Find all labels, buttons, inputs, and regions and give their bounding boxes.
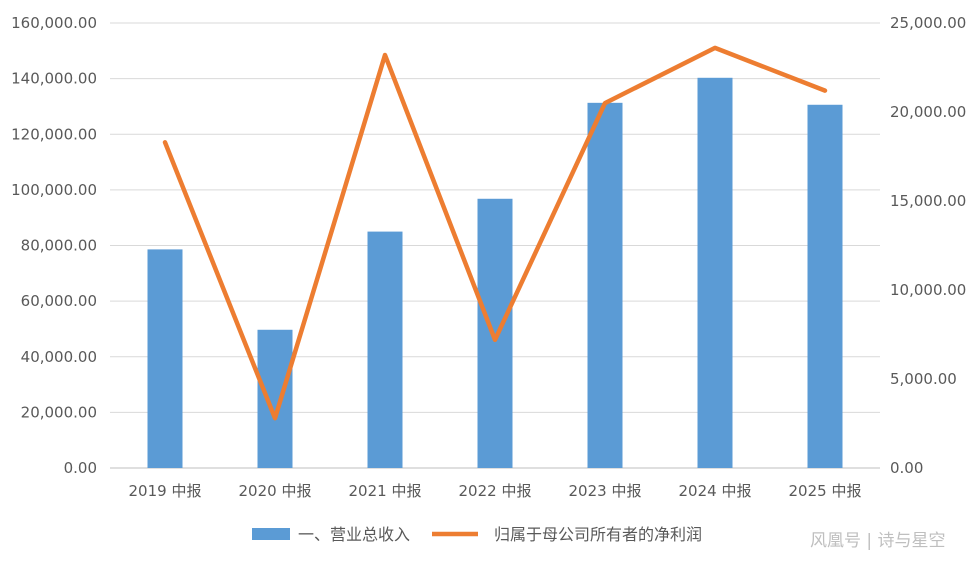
category-label: 2021 中报	[349, 482, 422, 500]
bar	[148, 249, 183, 468]
right-axis-tick-label: 20,000.00	[890, 103, 966, 121]
left-axis-ticks: 0.00 20,000.00 40,000.00 60,000.00 80,000.00…	[11, 14, 97, 477]
bar	[478, 199, 513, 468]
left-axis-tick-label: 60,000.00	[21, 292, 97, 310]
category-label: 2022 中报	[459, 482, 532, 500]
left-axis-tick-label: 140,000.00	[11, 70, 97, 88]
bar	[808, 105, 843, 468]
left-axis-tick-label: 20,000.00	[21, 403, 97, 421]
category-label: 2020 中报	[239, 482, 312, 500]
legend-bar-swatch	[252, 528, 290, 540]
left-axis-tick-label: 0.00	[64, 459, 97, 477]
bar	[368, 232, 403, 468]
category-label: 2019 中报	[129, 482, 202, 500]
left-axis-tick-label: 40,000.00	[21, 348, 97, 366]
right-axis-ticks: 0.00 5,000.00 10,000.00 15,000.00 20,000.00 2…	[890, 14, 966, 477]
category-label: 2025 中报	[789, 482, 862, 500]
bar	[588, 103, 623, 468]
right-axis-tick-label: 10,000.00	[890, 281, 966, 299]
watermark: 风凰号 | 诗与星空	[810, 531, 946, 551]
bar	[698, 78, 733, 468]
right-axis-tick-label: 15,000.00	[890, 192, 966, 210]
left-axis-tick-label: 120,000.00	[11, 125, 97, 143]
right-axis-tick-label: 0.00	[890, 459, 923, 477]
legend-bar-label: 一、营业总收入	[298, 525, 410, 544]
right-axis-tick-label: 25,000.00	[890, 14, 966, 32]
category-label: 2023 中报	[569, 482, 642, 500]
left-axis-tick-label: 80,000.00	[21, 237, 97, 255]
category-axis: 2019 中报 2020 中报 2021 中报 2022 中报 2023 中报 2024 …	[129, 482, 862, 500]
left-axis-tick-label: 160,000.00	[11, 14, 97, 32]
right-axis-tick-label: 5,000.00	[890, 370, 957, 388]
bar-series	[148, 78, 843, 468]
legend: 一、营业总收入 归属于母公司所有者的净利润	[252, 525, 702, 544]
legend-line-label: 归属于母公司所有者的净利润	[494, 525, 702, 544]
bar	[258, 330, 293, 468]
left-axis-tick-label: 100,000.00	[11, 181, 97, 199]
category-label: 2024 中报	[679, 482, 752, 500]
